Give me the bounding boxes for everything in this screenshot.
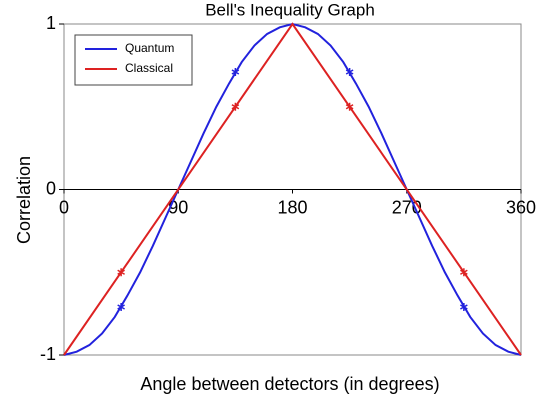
y-tick-label: 0 (46, 178, 56, 198)
x-tick-label: 180 (277, 197, 307, 217)
x-tick-label: 270 (392, 197, 422, 217)
x-axis-label: Angle between detectors (in degrees) (140, 374, 439, 394)
point-marker (345, 102, 354, 111)
series-line (63, 22, 522, 356)
y-tick-label: 1 (46, 13, 56, 33)
y-tick-label: -1 (40, 344, 56, 364)
legend-box (74, 34, 193, 86)
y-axis-label: Correlation (14, 156, 34, 244)
point-marker (117, 303, 125, 312)
chart-title: Bell's Inequality Graph (205, 0, 375, 19)
point-marker (231, 67, 240, 76)
legend-label: Quantum (125, 41, 174, 55)
point-marker (345, 67, 354, 76)
x-tick-label: 360 (506, 197, 536, 217)
legend-label: Classical (125, 61, 173, 75)
point-marker (460, 268, 468, 277)
point-marker (117, 268, 125, 277)
point-marker (460, 303, 468, 312)
x-tick-label: 0 (59, 197, 69, 217)
point-marker (231, 102, 240, 111)
